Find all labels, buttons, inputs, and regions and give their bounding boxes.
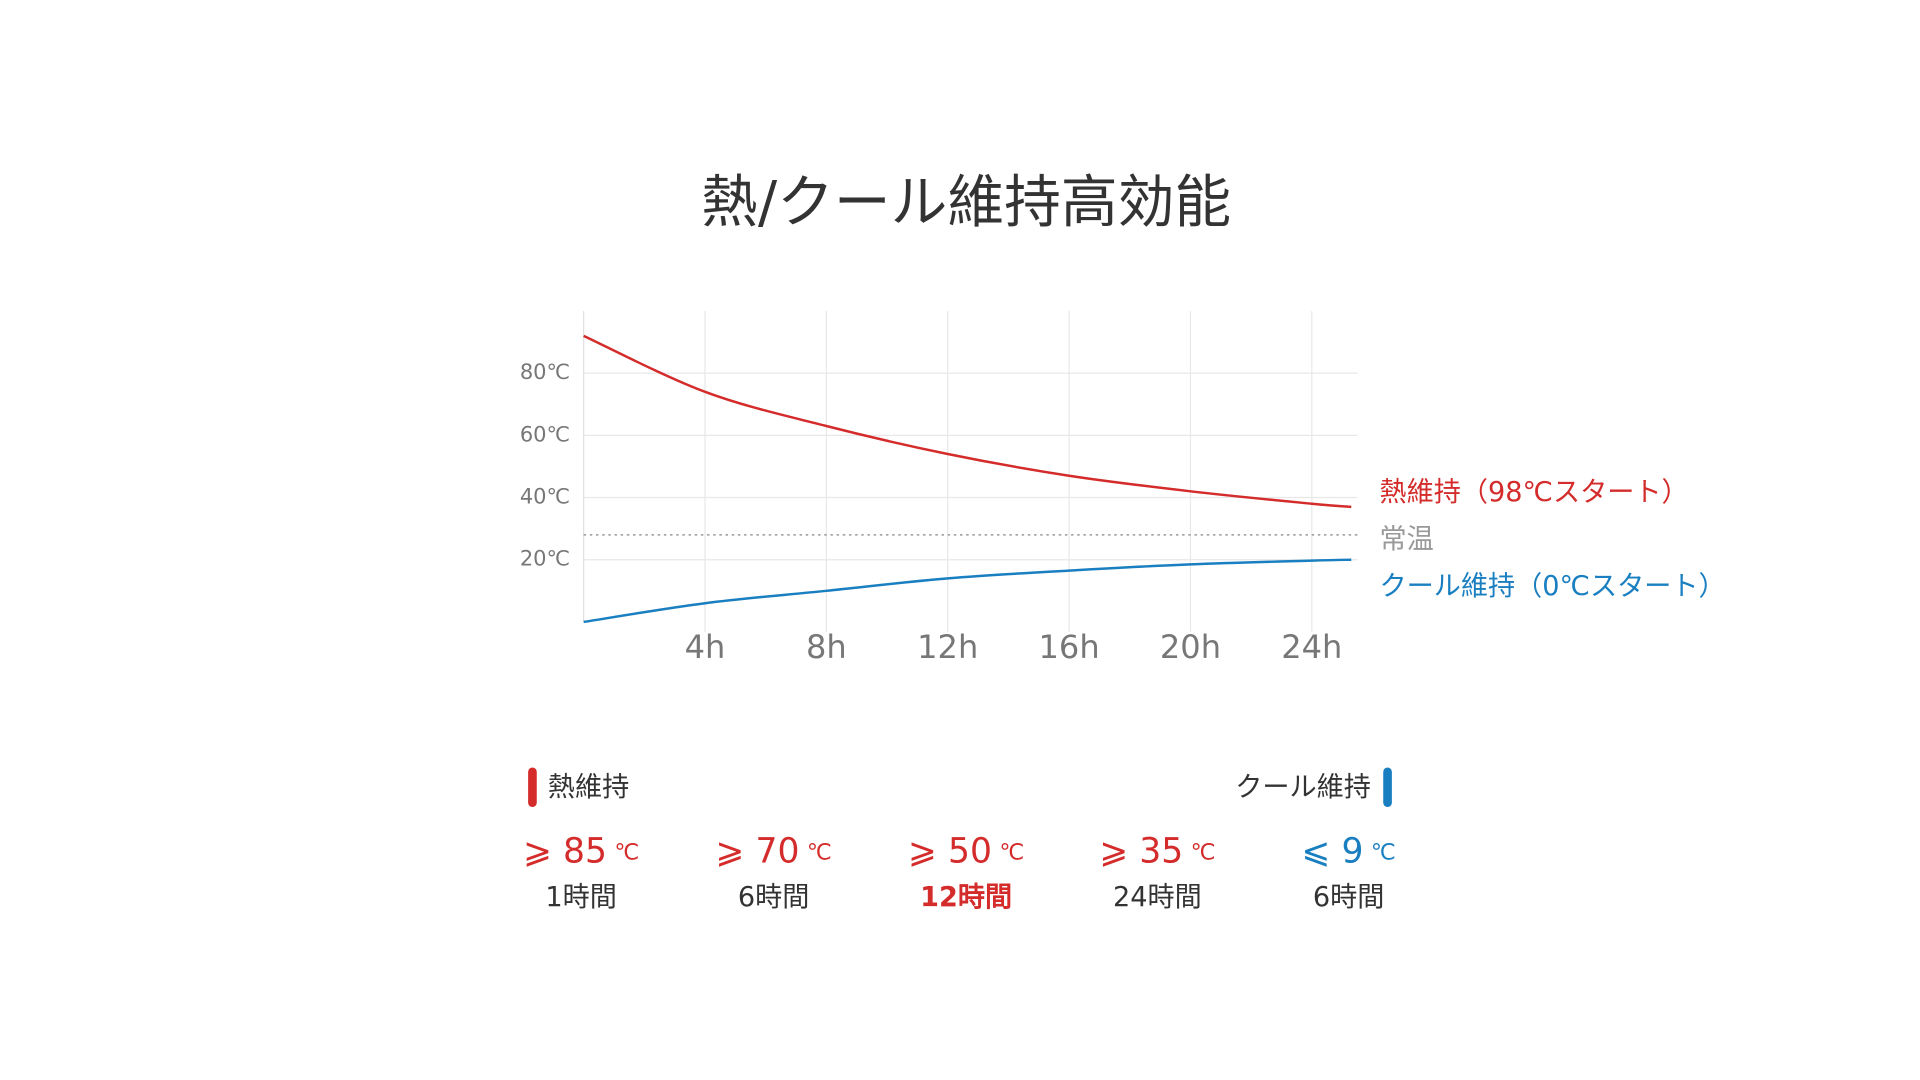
series-label: 熱維持（98℃スタート） [1380, 477, 1689, 508]
stat-number: ⩾ 70 [716, 831, 800, 871]
reference-label: 常温 [1380, 524, 1434, 555]
legend-swatch [1383, 767, 1392, 807]
stat-unit: ℃ [999, 839, 1024, 865]
x-tick-label: 4h [685, 628, 726, 666]
stat-number: ⩾ 85 [523, 831, 607, 871]
series-line [583, 334, 1352, 509]
stat-unit: ℃ [1371, 839, 1396, 865]
stat-value: ⩾ 70 ℃ [716, 831, 832, 871]
y-tick-label: 40℃ [520, 485, 570, 509]
stat-value: ⩾ 35 ℃ [1099, 831, 1215, 871]
y-tick-label: 20℃ [520, 547, 570, 571]
stat-unit: ℃ [614, 839, 639, 865]
x-tick-label: 16h [1039, 628, 1100, 666]
x-tick-label: 12h [917, 628, 978, 666]
stat-number: ⩽ 9 [1302, 831, 1364, 871]
legend-label: クール維持 [1235, 772, 1371, 803]
series-line [583, 558, 1352, 624]
stat-duration: 1時間 [545, 882, 617, 913]
stat-value: ⩾ 85 ℃ [523, 831, 639, 871]
stat-value: ⩽ 9 ℃ [1302, 831, 1396, 871]
y-tick-label: 60℃ [520, 422, 570, 446]
x-tick-label: 24h [1281, 628, 1342, 666]
x-tick-label: 8h [806, 628, 847, 666]
legend-swatch [528, 767, 537, 807]
stat-duration: 6時間 [1313, 882, 1385, 913]
stat-unit: ℃ [1191, 839, 1216, 865]
stat-duration: 12時間 [920, 882, 1012, 913]
stat-duration: 6時間 [738, 882, 810, 913]
stat-number: ⩾ 50 [908, 831, 992, 871]
y-tick-label: 80℃ [520, 360, 570, 384]
chart-title: 熱/クール維持高効能 [701, 170, 1231, 236]
x-tick-label: 20h [1160, 628, 1221, 666]
legend-label: 熱維持 [548, 772, 629, 803]
stat-unit: ℃ [807, 839, 832, 865]
series-label: クール維持（0℃スタート） [1380, 571, 1726, 602]
stat-value: ⩾ 50 ℃ [908, 831, 1024, 871]
stat-number: ⩾ 35 [1099, 831, 1183, 871]
stat-duration: 24時間 [1113, 882, 1202, 913]
